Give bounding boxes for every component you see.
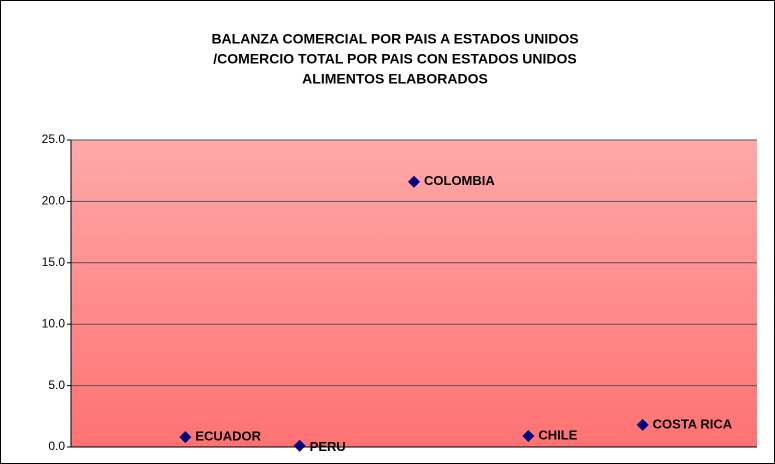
chart-title: /COMERCIO TOTAL POR PAIS CON ESTADOS UNI… [213, 51, 577, 67]
point-label: CHILE [538, 427, 577, 442]
point [293, 439, 306, 452]
y-tick-label: 10.0 [42, 316, 66, 330]
plot-area [71, 140, 757, 447]
chart-title: ALIMENTOS ELABORADOS [302, 71, 488, 87]
chart-title: BALANZA COMERCIAL POR PAIS A ESTADOS UNI… [211, 31, 578, 47]
point [408, 175, 420, 188]
point [636, 418, 649, 431]
y-tick-label: 15.0 [42, 255, 66, 269]
y-tick-label: 20.0 [42, 194, 66, 208]
y-tick-label: 5.0 [48, 378, 65, 392]
point-label: COSTA RICA [653, 416, 733, 431]
point [522, 429, 535, 442]
y-tick-label: 25.0 [42, 132, 66, 146]
y-tick-label: 0.0 [48, 439, 65, 453]
point-label: PERU [310, 439, 346, 454]
point [179, 431, 192, 444]
point-label: ECUADOR [195, 429, 261, 444]
point-label: COLOMBIA [424, 173, 495, 188]
